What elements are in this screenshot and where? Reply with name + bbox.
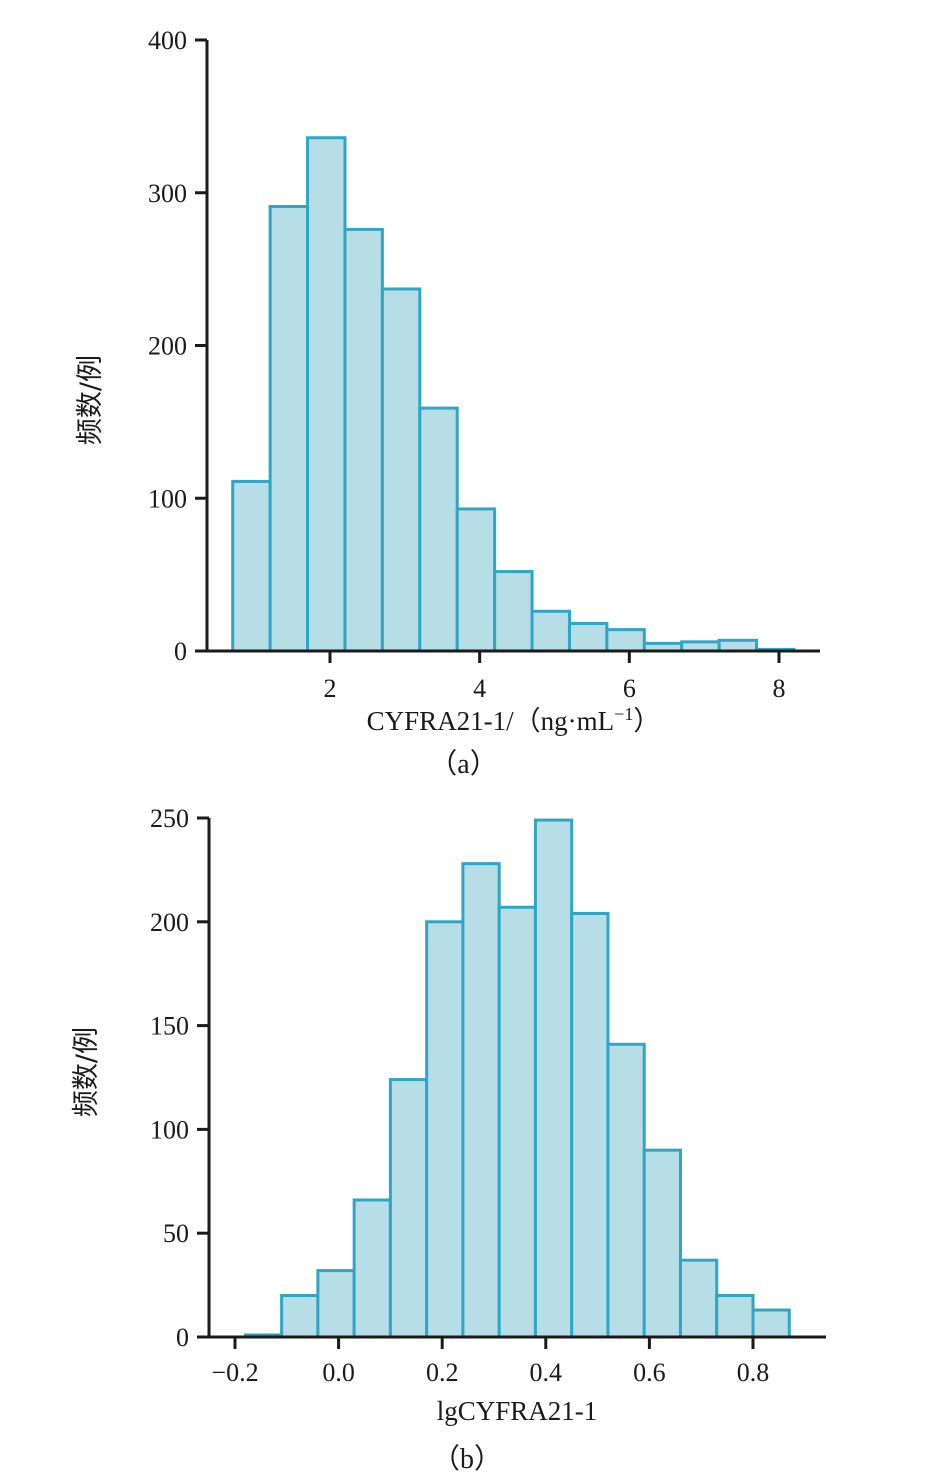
x-tick-label-a-2: 6	[623, 674, 636, 703]
y-tick-label-b-250: 250	[150, 804, 189, 833]
histogram-bar-b-3	[316, 1269, 356, 1339]
histogram-bar-b-15	[751, 1308, 791, 1339]
figure-caption-b: （b）	[432, 1443, 502, 1475]
histogram-bar-a-2	[268, 204, 310, 653]
y-axis-title-b: 频数/例	[71, 1027, 102, 1117]
x-tick-label-b-4: 0.6	[633, 1358, 666, 1387]
histogram-bar-b-13	[678, 1258, 719, 1339]
y-axis-title-a: 频数/例	[75, 355, 106, 445]
histogram-bar-a-8	[493, 570, 534, 653]
x-tick-label-b-0: −0.2	[211, 1358, 258, 1387]
histogram-bar-a-11	[605, 628, 646, 653]
histogram-bar-b-7	[461, 862, 501, 1339]
x-tick-label-a-3: 8	[773, 674, 786, 703]
y-tick-label-b-200: 200	[150, 908, 189, 937]
y-tick-label-a-200: 200	[148, 332, 187, 361]
x-tick-label-b-1: 0.0	[322, 1358, 355, 1387]
x-tick-label-b-2: 0.2	[426, 1358, 459, 1387]
y-tick-label-b-100: 100	[150, 1115, 189, 1144]
histogram-bar-b-5	[388, 1078, 429, 1339]
histogram-bar-b-6	[425, 920, 465, 1339]
x-tick-label-a-0: 2	[324, 674, 337, 703]
x-axis-title-superscript-a: −1	[614, 704, 633, 724]
histogram-bar-a-10	[567, 622, 609, 653]
histogram-bar-b-10	[570, 911, 610, 1339]
x-axis-title-close-a: ）	[633, 706, 660, 736]
histogram-bar-a-14	[717, 638, 759, 653]
y-tick-label-a-300: 300	[148, 179, 187, 208]
histogram-bar-a-4	[343, 227, 384, 653]
histogram-bar-a-7	[455, 507, 497, 653]
y-tick-label-a-400: 400	[148, 26, 187, 55]
histogram-bar-a-9	[530, 609, 571, 653]
histogram-bar-b-9	[533, 818, 574, 1339]
x-tick-label-b-3: 0.4	[530, 1358, 563, 1387]
histogram-bar-b-4	[352, 1198, 392, 1339]
x-axis-title-a: CYFRA21-1/（ng·mL−1）	[367, 704, 661, 736]
y-tick-label-b-50: 50	[163, 1219, 189, 1248]
y-tick-label-b-150: 150	[150, 1012, 189, 1041]
histogram-bar-a-3	[306, 136, 347, 653]
histogram-bar-b-8	[497, 905, 537, 1339]
chart-panel-a: 0 100 200 300 400 2 4 6 8 CYFRA21-1/（ng·mL−1） 频数/例…	[75, 26, 820, 780]
y-tick-label-b-0: 0	[176, 1323, 189, 1352]
chart-panel-b: 0 50 100 150 200 250 −0.2 0.0 0.2 0.4 0.6 0.8 lgCYFR…	[71, 804, 826, 1475]
histogram-bar-a-1	[231, 479, 272, 653]
x-tick-label-a-1: 4	[473, 674, 486, 703]
histogram-bar-b-11	[606, 1042, 646, 1339]
histogram-bar-b-14	[715, 1293, 755, 1339]
x-axis-title-b: lgCYFRA21-1	[437, 1396, 598, 1426]
histogram-bar-b-2	[280, 1293, 320, 1339]
histogram-bar-a-5	[380, 287, 422, 653]
histogram-bar-a-6	[418, 406, 459, 653]
y-tick-label-a-0: 0	[174, 637, 187, 666]
y-tick-label-a-100: 100	[148, 484, 187, 513]
x-tick-label-b-5: 0.8	[737, 1358, 770, 1387]
histogram-bar-b-12	[642, 1148, 682, 1339]
figure-caption-a: （a）	[429, 748, 497, 780]
